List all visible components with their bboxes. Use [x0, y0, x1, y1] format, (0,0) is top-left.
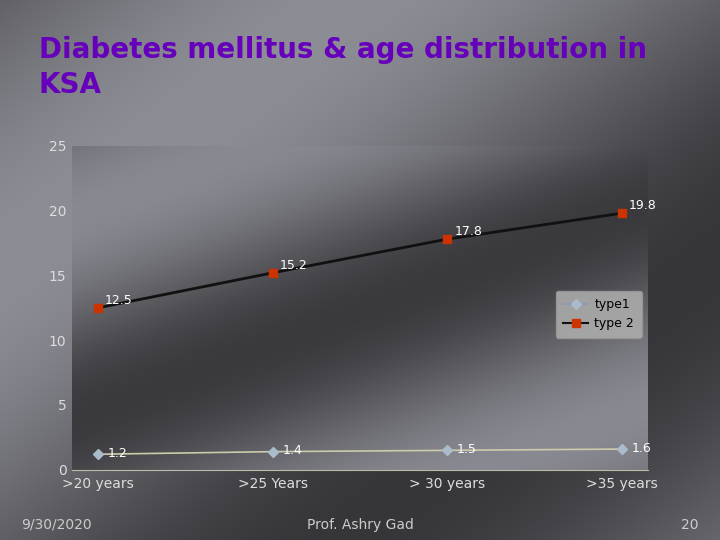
Text: 1.5: 1.5	[457, 443, 477, 456]
Text: 19.8: 19.8	[629, 199, 657, 212]
Text: Diabetes mellitus & age distribution in
KSA: Diabetes mellitus & age distribution in …	[39, 36, 647, 98]
Text: 15.2: 15.2	[279, 259, 307, 272]
Text: 1.6: 1.6	[631, 442, 652, 455]
Text: 12.5: 12.5	[105, 294, 133, 307]
Legend: type1, type 2: type1, type 2	[556, 291, 642, 338]
Text: 1.4: 1.4	[282, 444, 302, 457]
Text: Prof. Ashry Gad: Prof. Ashry Gad	[307, 518, 413, 532]
Text: 1.2: 1.2	[108, 447, 127, 460]
Text: 9/30/2020: 9/30/2020	[22, 518, 92, 532]
Text: 17.8: 17.8	[454, 225, 482, 238]
Text: 20: 20	[681, 518, 698, 532]
